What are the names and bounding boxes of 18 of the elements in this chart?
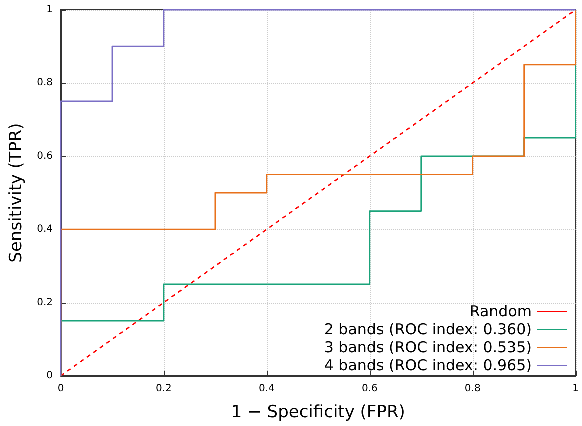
x-tick-label: 1: [572, 384, 580, 394]
x-tick-label: 0.4: [258, 384, 275, 394]
y-tick-label: 0.8: [37, 78, 53, 89]
y-tick-label: 0: [46, 370, 53, 382]
x-tick-label: 0: [58, 384, 64, 394]
legend-label: 3 bands (ROC index: 0.535): [324, 338, 532, 356]
x-tick-label: 0.8: [464, 384, 481, 394]
y-tick-label: 0.4: [37, 224, 53, 236]
y-tick-label: 0.6: [37, 150, 53, 162]
legend-label: 4 bands (ROC index: 0.965): [324, 356, 532, 374]
x-tick-label: 0.2: [156, 384, 172, 394]
y-tick-label: 0.2: [37, 297, 53, 308]
y-tick-label: 1: [46, 4, 53, 16]
x-tick-label: 0.6: [362, 384, 378, 394]
legend-label: Random: [470, 302, 532, 320]
legend-label: 2 bands (ROC index: 0.360): [324, 320, 532, 338]
x-axis-title: 1 − Specificity (FPR): [231, 402, 406, 422]
y-axis-title: Sensitivity (TPR): [6, 123, 26, 263]
